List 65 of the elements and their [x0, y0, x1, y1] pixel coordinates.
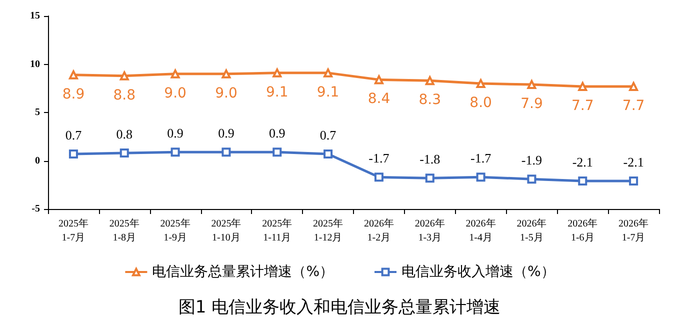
data-label: 7.9: [520, 96, 543, 112]
point: [120, 71, 129, 80]
data-label: -2.1: [572, 154, 593, 170]
data-label: 0.9: [167, 126, 184, 141]
point: [170, 69, 180, 78]
data-label: 7.7: [622, 98, 645, 114]
point: [68, 70, 78, 80]
point: [629, 82, 638, 91]
point: [272, 68, 282, 78]
y-tick-label: 10: [30, 58, 40, 70]
data-label: 8.3: [418, 92, 442, 108]
data-label: 9.0: [164, 85, 186, 102]
data-label: 0.9: [269, 126, 286, 141]
data-label: -1.9: [521, 152, 542, 168]
point: [629, 176, 638, 186]
data-label: 0.7: [65, 127, 82, 142]
legend-label: 电信业务收入增速（%）: [402, 264, 555, 280]
data-label: 8.0: [470, 95, 492, 112]
point: [272, 148, 282, 157]
data-label: 7.7: [571, 98, 594, 114]
data-label: -1.7: [368, 150, 390, 166]
y-tick-label: -5: [32, 204, 40, 214]
data-label: 9.1: [316, 84, 340, 100]
x-tick-label: 2025年 1-12月: [313, 218, 344, 244]
text: 图1 电信业务收入和电信业务总量累计增速: [178, 298, 501, 318]
x-tick-label: 2026年 1-2月: [364, 218, 394, 244]
x-tick-label: 2026年 1-7月: [618, 218, 649, 244]
x-tick-label: 2025年 1-9月: [160, 218, 190, 244]
point: [425, 174, 434, 183]
point: [68, 149, 78, 158]
point: [324, 68, 333, 78]
point: [527, 174, 536, 184]
x-tick-label: 2025年 1-7月: [58, 218, 88, 244]
point: [222, 69, 231, 78]
data-label: -2.1: [623, 154, 644, 170]
point: [374, 75, 384, 84]
point: [578, 82, 588, 91]
x-tick-label: 2025年 1-10月: [211, 218, 242, 244]
legend-label: 电信业务总量累计增速（%）: [152, 264, 334, 280]
point: [578, 176, 588, 186]
data-label: 9.0: [215, 85, 238, 102]
x-tick-label: 2026年 1-5月: [516, 218, 547, 244]
data-label: 0.7: [320, 127, 337, 142]
x-tick-label: 2026年 1-3月: [414, 218, 445, 244]
data-label: -1.7: [470, 150, 492, 166]
data-label: -1.8: [420, 152, 440, 167]
data-label: 8.8: [113, 87, 136, 104]
point: [324, 149, 333, 158]
data-label: 0.9: [218, 126, 234, 141]
x-tick-label: 2026年 1-6月: [568, 218, 598, 244]
x-tick-label: 2026年 1-4月: [466, 218, 496, 244]
x-tick-label: 2025年 1-8月: [109, 218, 140, 244]
data-label: 9.1: [266, 84, 288, 100]
point: [222, 148, 231, 157]
data-label: 8.9: [62, 86, 85, 102]
y-tick-label: 5: [35, 107, 40, 118]
y-tick-label: 15: [30, 10, 40, 22]
point: [374, 172, 384, 182]
data-label: 8.4: [368, 91, 390, 108]
y-tick-label: 0: [35, 155, 40, 166]
x-tick-label: 2025年 1-11月: [262, 218, 292, 244]
point: [476, 172, 486, 182]
point: [170, 148, 180, 157]
data-label: 0.8: [116, 126, 132, 142]
point: [120, 148, 129, 158]
